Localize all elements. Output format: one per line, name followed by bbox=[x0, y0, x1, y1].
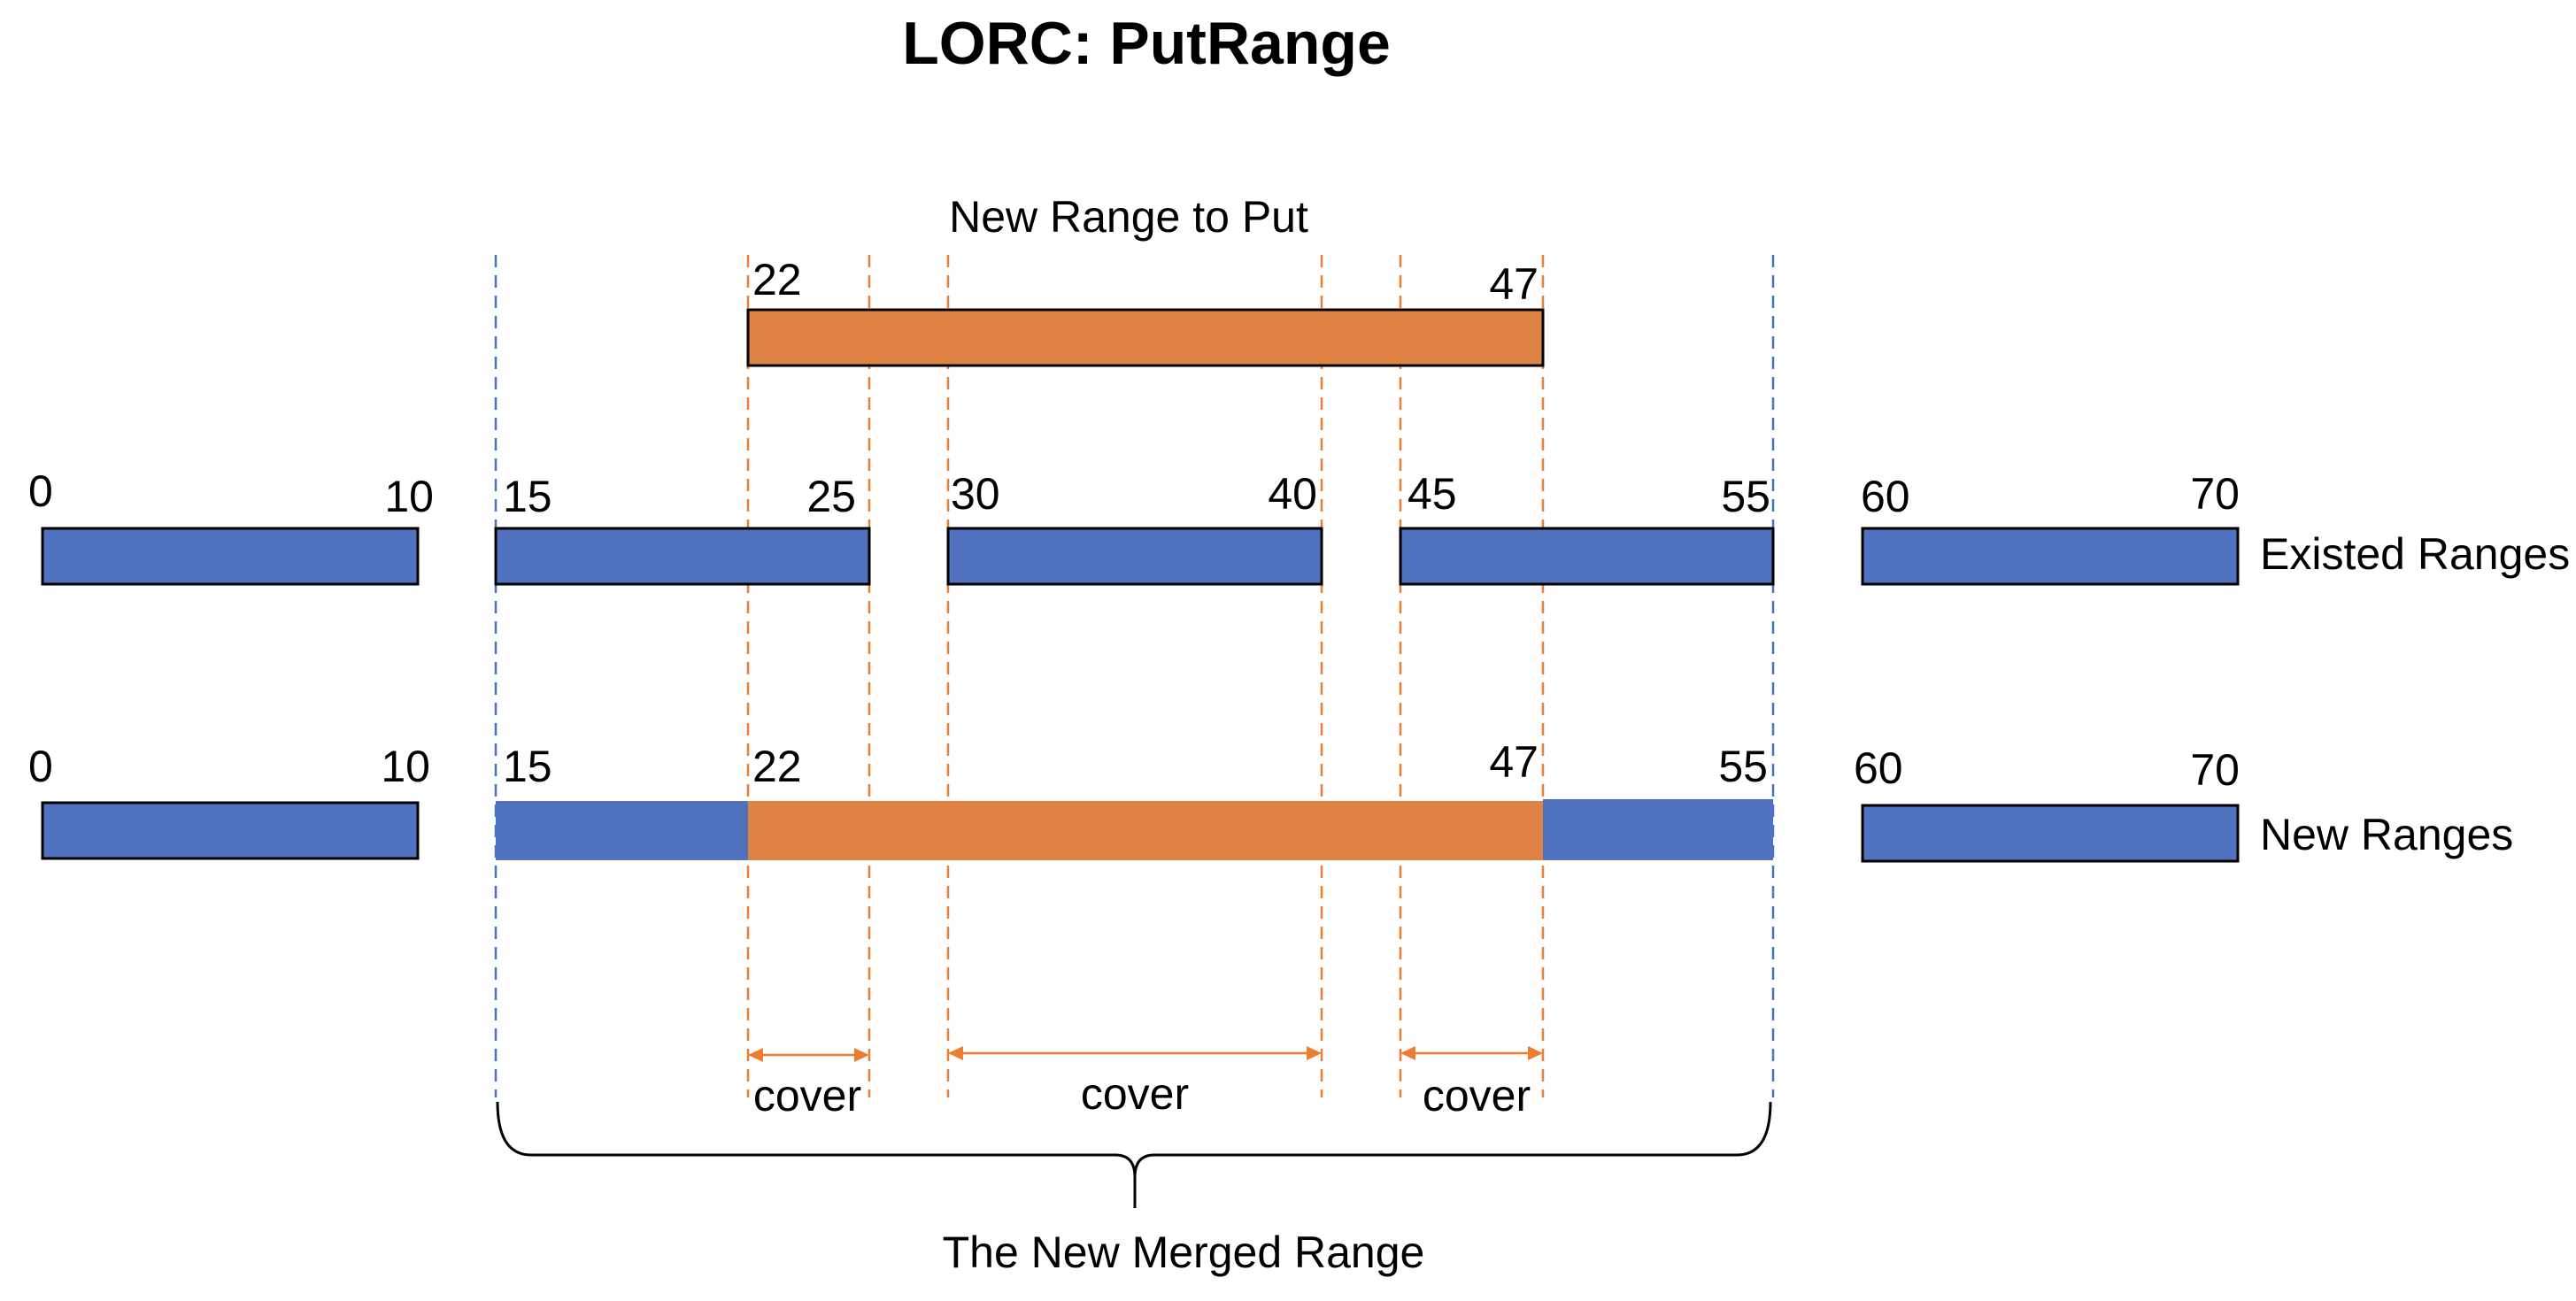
existed-range-start: 45 bbox=[1408, 469, 1457, 519]
merged-orange-middle bbox=[748, 801, 1543, 860]
existed-range-start: 60 bbox=[1861, 472, 1910, 521]
cover-label: cover bbox=[753, 1071, 861, 1120]
cover-label: cover bbox=[1081, 1069, 1189, 1119]
existed-ranges-row: 0 10 15 25 30 40 45 55 60 70 Existed Ran… bbox=[28, 466, 2570, 586]
existed-ranges-label: Existed Ranges bbox=[2260, 529, 2570, 579]
merged-blue-right bbox=[1543, 799, 1773, 860]
merged-blue-left bbox=[496, 801, 748, 860]
merged-range-label: The New Merged Range bbox=[943, 1228, 1425, 1277]
cover-arrow-3 bbox=[1400, 1046, 1543, 1060]
new-range-label-start: 15 bbox=[503, 742, 552, 791]
orange-guide-lines bbox=[746, 255, 1545, 1097]
existed-range-bar bbox=[494, 527, 871, 586]
new-range-label-start: 0 bbox=[28, 742, 53, 791]
new-range-label-end: 55 bbox=[1718, 742, 1768, 791]
new-range-bar-left bbox=[41, 801, 420, 860]
new-range-label-end: 10 bbox=[381, 742, 430, 791]
existed-range-start: 0 bbox=[28, 466, 53, 516]
existed-range-bar bbox=[1399, 527, 1775, 586]
cover-arrow-2 bbox=[948, 1046, 1322, 1060]
new-range-label-start: 60 bbox=[1854, 743, 1903, 793]
new-range-label-mid-end: 47 bbox=[1489, 737, 1539, 787]
existed-range-end: 55 bbox=[1721, 472, 1770, 521]
existed-range-start: 15 bbox=[503, 472, 552, 521]
new-range-start: 22 bbox=[752, 255, 802, 304]
existed-range-end: 70 bbox=[2190, 469, 2240, 519]
existed-range-end: 10 bbox=[384, 472, 434, 521]
existed-range-bar bbox=[1861, 527, 2240, 586]
existed-range-start: 30 bbox=[951, 469, 1000, 519]
existed-range-bar bbox=[946, 527, 1323, 586]
new-ranges-row: 0 10 15 22 47 55 60 70 New Ranges bbox=[28, 737, 2513, 863]
existed-range-end: 25 bbox=[806, 472, 856, 521]
cover-arrow-1 bbox=[748, 1048, 869, 1062]
new-range-end: 47 bbox=[1489, 259, 1539, 309]
cover-label: cover bbox=[1423, 1071, 1531, 1120]
new-range-heading: New Range to Put bbox=[949, 192, 1308, 242]
new-ranges-label: New Ranges bbox=[2260, 810, 2513, 859]
new-range-bar-right bbox=[1861, 804, 2240, 863]
cover-arrows bbox=[748, 1046, 1543, 1062]
existed-range-end: 40 bbox=[1268, 469, 1317, 519]
blue-guide-lines bbox=[494, 255, 1775, 1097]
diagram-title: LORC: PutRange bbox=[902, 10, 1391, 77]
new-range-label-end: 70 bbox=[2190, 745, 2240, 795]
new-range-label-mid-start: 22 bbox=[752, 742, 802, 791]
existed-range-bar bbox=[41, 527, 420, 586]
new-range-bar bbox=[746, 308, 1545, 367]
merged-range-brace bbox=[496, 1101, 1772, 1208]
